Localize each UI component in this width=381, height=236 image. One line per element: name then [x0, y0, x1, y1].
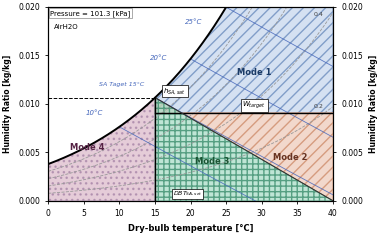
Text: Mode 1: Mode 1 [237, 68, 272, 77]
Text: SA Taget 15°C: SA Taget 15°C [99, 82, 144, 87]
Text: 0.4: 0.4 [314, 12, 323, 17]
Text: 25°C: 25°C [186, 19, 203, 25]
Text: 0.2: 0.2 [314, 104, 323, 109]
Text: Mode 2: Mode 2 [273, 153, 307, 162]
Y-axis label: Humidity Ratio [kg/kg]: Humidity Ratio [kg/kg] [3, 55, 13, 153]
Polygon shape [155, 0, 333, 113]
Text: Mode 4: Mode 4 [70, 143, 105, 152]
Text: $W_{target}$: $W_{target}$ [242, 100, 267, 111]
Text: 10°C: 10°C [86, 110, 103, 116]
Text: AirH2O: AirH2O [54, 24, 78, 30]
Text: Pressure = 101.3 [kPa]: Pressure = 101.3 [kPa] [50, 10, 131, 17]
Text: 20°C: 20°C [150, 55, 167, 61]
Y-axis label: Humidity Ratio [kg/kg]: Humidity Ratio [kg/kg] [368, 55, 378, 153]
Polygon shape [155, 97, 333, 201]
Text: $h_{SA,sat}$: $h_{SA,sat}$ [163, 86, 186, 96]
Polygon shape [48, 98, 155, 201]
Text: Mode 3: Mode 3 [195, 157, 229, 166]
Polygon shape [155, 97, 333, 201]
Text: $DBT_{SA,set}$: $DBT_{SA,set}$ [173, 190, 202, 198]
X-axis label: Dry-bulb temperature [°C]: Dry-bulb temperature [°C] [128, 223, 253, 232]
